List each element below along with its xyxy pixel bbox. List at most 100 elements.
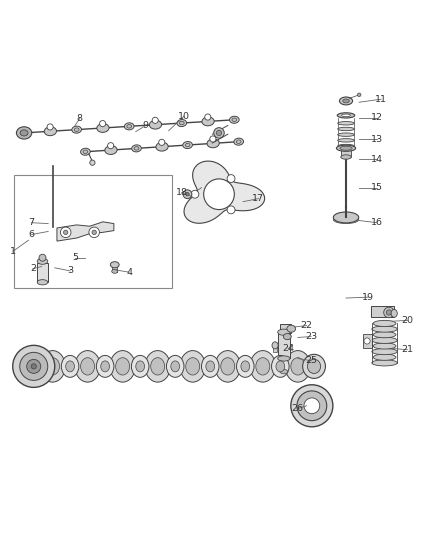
Text: 23: 23 bbox=[305, 332, 317, 341]
Ellipse shape bbox=[215, 351, 240, 382]
Circle shape bbox=[291, 385, 333, 427]
Ellipse shape bbox=[96, 356, 114, 377]
Circle shape bbox=[183, 190, 192, 199]
Text: 13: 13 bbox=[371, 135, 383, 144]
Circle shape bbox=[92, 230, 96, 235]
Text: 15: 15 bbox=[371, 183, 383, 192]
Circle shape bbox=[20, 352, 48, 381]
Text: 18: 18 bbox=[176, 189, 188, 197]
Circle shape bbox=[386, 310, 392, 315]
Circle shape bbox=[89, 227, 99, 238]
Ellipse shape bbox=[280, 369, 288, 374]
Ellipse shape bbox=[81, 148, 90, 155]
Ellipse shape bbox=[127, 125, 131, 128]
Circle shape bbox=[204, 179, 234, 209]
Ellipse shape bbox=[276, 361, 285, 372]
Ellipse shape bbox=[343, 99, 350, 103]
Ellipse shape bbox=[136, 361, 145, 372]
Ellipse shape bbox=[124, 123, 134, 130]
Ellipse shape bbox=[201, 356, 219, 377]
Text: 10: 10 bbox=[178, 112, 190, 121]
Text: 4: 4 bbox=[126, 268, 132, 277]
Text: 5: 5 bbox=[72, 253, 78, 262]
Circle shape bbox=[304, 398, 320, 414]
Text: 21: 21 bbox=[401, 345, 413, 354]
Ellipse shape bbox=[110, 262, 119, 268]
Text: 19: 19 bbox=[362, 293, 374, 302]
Bar bbox=[363, 334, 372, 348]
Ellipse shape bbox=[372, 326, 397, 332]
Ellipse shape bbox=[232, 118, 237, 122]
Text: 7: 7 bbox=[28, 218, 35, 227]
Ellipse shape bbox=[151, 358, 165, 375]
Ellipse shape bbox=[134, 147, 139, 150]
Ellipse shape bbox=[278, 329, 290, 335]
Ellipse shape bbox=[20, 130, 28, 136]
Ellipse shape bbox=[110, 351, 135, 382]
Ellipse shape bbox=[105, 146, 117, 155]
Ellipse shape bbox=[221, 358, 235, 375]
Ellipse shape bbox=[37, 258, 48, 264]
Ellipse shape bbox=[241, 361, 250, 372]
Ellipse shape bbox=[283, 334, 291, 340]
Ellipse shape bbox=[171, 361, 180, 372]
Ellipse shape bbox=[333, 216, 359, 223]
Ellipse shape bbox=[338, 139, 354, 142]
Circle shape bbox=[99, 120, 106, 127]
Ellipse shape bbox=[234, 138, 244, 145]
Ellipse shape bbox=[44, 127, 57, 136]
Ellipse shape bbox=[338, 133, 354, 136]
Text: 11: 11 bbox=[375, 95, 387, 104]
Text: 2: 2 bbox=[30, 264, 36, 273]
Ellipse shape bbox=[341, 155, 351, 159]
Ellipse shape bbox=[373, 354, 396, 360]
Ellipse shape bbox=[336, 145, 356, 151]
Ellipse shape bbox=[202, 117, 214, 126]
Bar bbox=[14, 174, 172, 288]
Ellipse shape bbox=[19, 130, 29, 136]
Circle shape bbox=[210, 136, 216, 142]
Text: 25: 25 bbox=[305, 356, 317, 365]
Circle shape bbox=[227, 175, 235, 182]
Text: 12: 12 bbox=[371, 113, 383, 122]
Circle shape bbox=[384, 307, 394, 318]
Ellipse shape bbox=[338, 122, 354, 125]
Ellipse shape bbox=[373, 320, 396, 327]
Circle shape bbox=[39, 254, 46, 261]
Ellipse shape bbox=[66, 361, 74, 372]
Ellipse shape bbox=[132, 145, 141, 152]
Ellipse shape bbox=[177, 119, 187, 126]
Circle shape bbox=[47, 124, 53, 130]
Ellipse shape bbox=[75, 351, 100, 382]
Ellipse shape bbox=[185, 143, 190, 147]
Ellipse shape bbox=[186, 358, 200, 375]
Ellipse shape bbox=[46, 358, 60, 375]
Circle shape bbox=[216, 130, 222, 135]
Circle shape bbox=[13, 345, 55, 387]
Ellipse shape bbox=[291, 358, 305, 375]
Circle shape bbox=[90, 160, 95, 165]
Bar bbox=[280, 358, 287, 373]
Circle shape bbox=[227, 206, 235, 214]
Ellipse shape bbox=[285, 351, 311, 382]
Text: 3: 3 bbox=[67, 266, 73, 276]
Ellipse shape bbox=[166, 356, 184, 377]
Circle shape bbox=[297, 391, 327, 421]
Ellipse shape bbox=[372, 349, 397, 354]
Ellipse shape bbox=[272, 356, 289, 377]
Ellipse shape bbox=[373, 343, 396, 349]
Circle shape bbox=[214, 128, 224, 138]
Ellipse shape bbox=[180, 122, 184, 125]
Ellipse shape bbox=[272, 342, 278, 349]
Ellipse shape bbox=[372, 337, 397, 343]
Text: 20: 20 bbox=[401, 316, 413, 325]
Ellipse shape bbox=[338, 127, 354, 131]
Bar bbox=[278, 332, 290, 359]
Circle shape bbox=[27, 359, 41, 374]
Circle shape bbox=[60, 227, 71, 238]
Ellipse shape bbox=[16, 127, 32, 139]
Circle shape bbox=[159, 139, 165, 146]
Ellipse shape bbox=[237, 356, 254, 377]
Ellipse shape bbox=[250, 351, 276, 382]
Bar bbox=[341, 147, 351, 157]
